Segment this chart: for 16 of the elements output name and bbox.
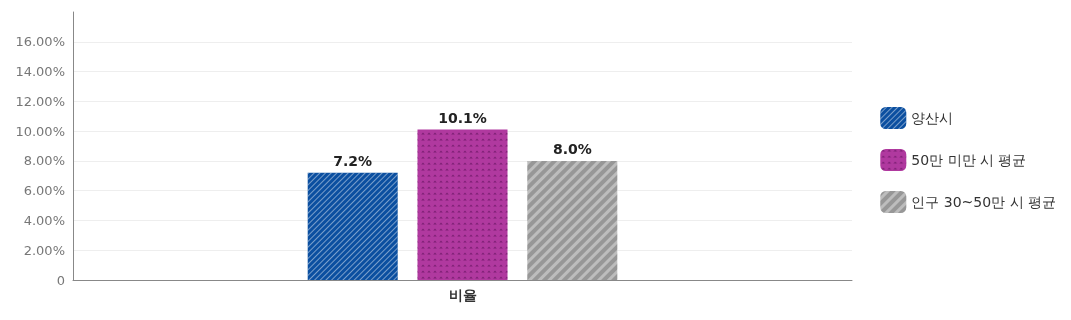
y-tick-label: 10.00% [15, 123, 65, 139]
data-label: 7.2% [333, 152, 373, 169]
y-tick-label: 0 [56, 272, 65, 288]
data-label: 10.1% [438, 109, 487, 126]
legend-label: 양산시 [911, 110, 954, 126]
y-tick-label: 2.00% [23, 242, 65, 258]
legend-label: 인구 30~50만 시 평균 [911, 194, 1057, 210]
data-label: 8.0% [552, 140, 592, 157]
y-tick-label: 6.00% [23, 183, 65, 199]
y-tick-label: 14.00% [15, 64, 65, 80]
y-tick-label: 4.00% [23, 212, 65, 228]
y-tick-label: 16.00% [15, 34, 65, 50]
legend-label: 50만 미만 시 평균 [911, 152, 1027, 168]
y-tick-label: 12.00% [15, 93, 65, 109]
x-tick-label: 비율 [448, 287, 477, 303]
y-tick-label: 8.00% [23, 153, 65, 169]
